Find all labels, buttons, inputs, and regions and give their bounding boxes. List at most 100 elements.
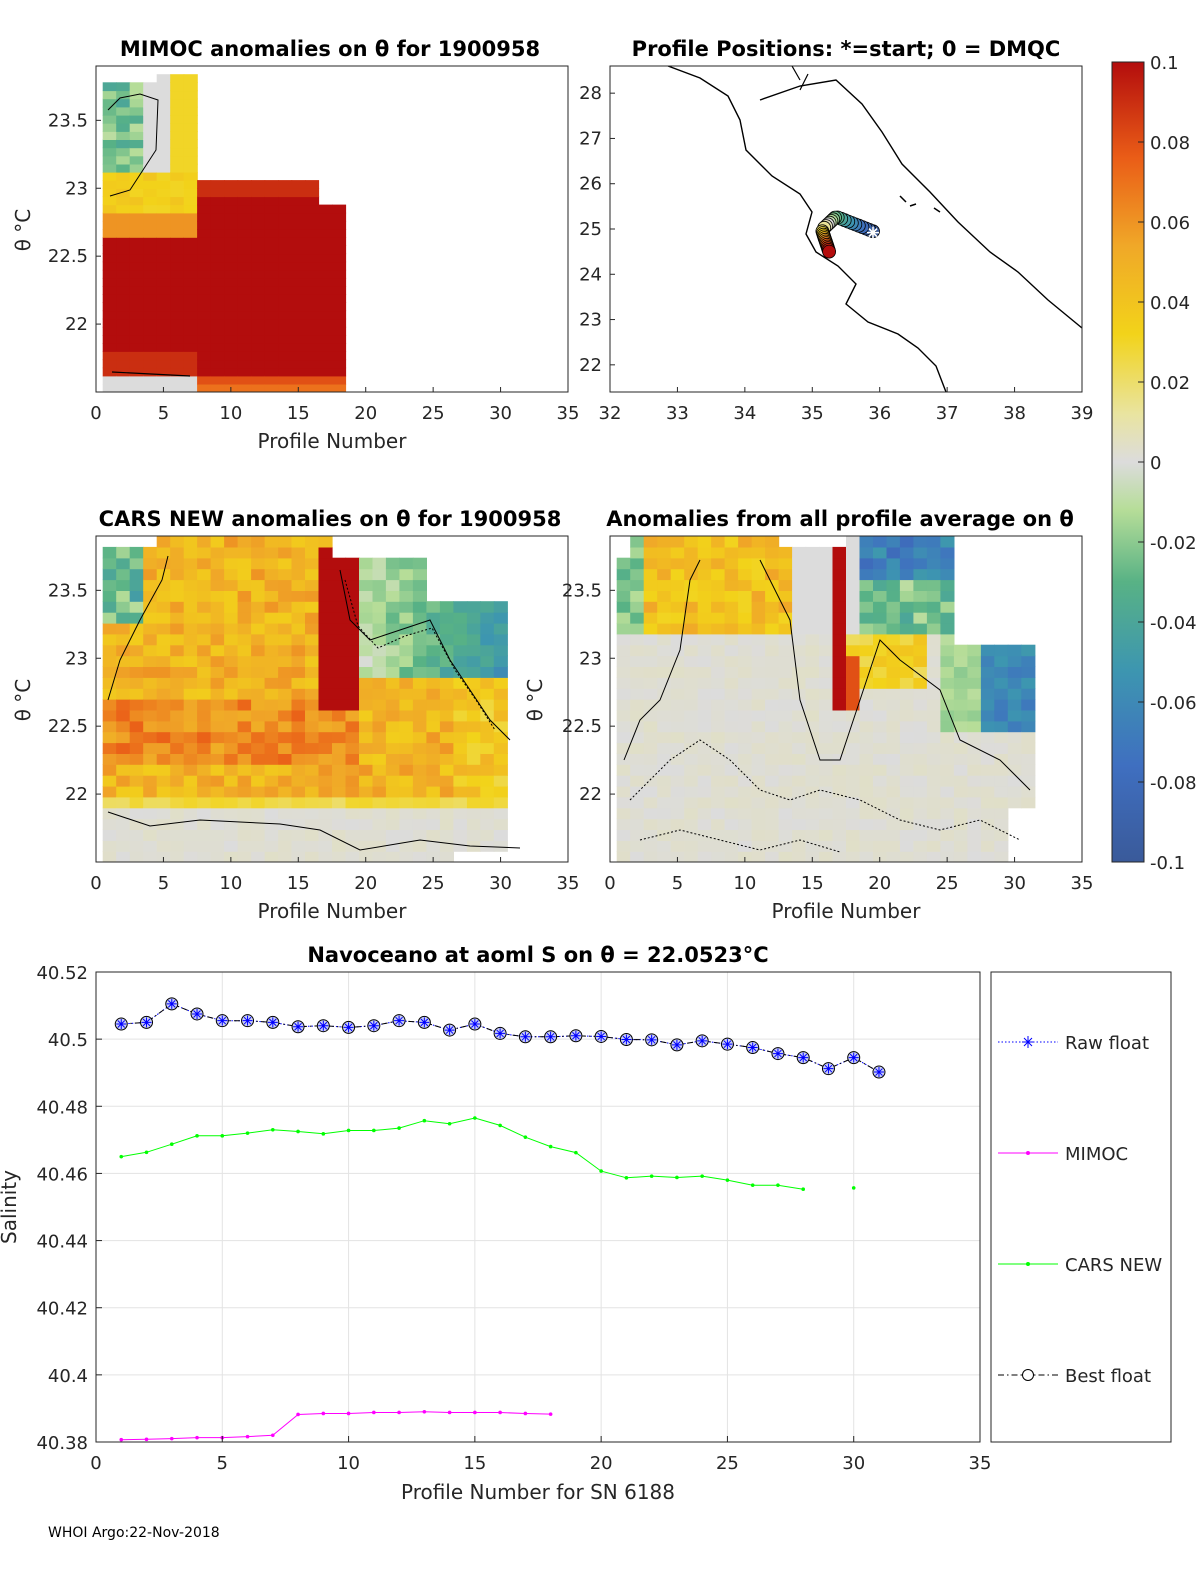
heat-cell bbox=[657, 688, 672, 700]
heat-cell bbox=[332, 796, 347, 809]
heat-cell bbox=[886, 829, 901, 841]
heat-cell bbox=[102, 114, 117, 124]
heat-cell bbox=[372, 666, 387, 678]
heat-cell bbox=[359, 807, 374, 820]
heat-cell bbox=[278, 196, 293, 206]
heat-cell bbox=[224, 644, 239, 657]
heat-cell bbox=[1007, 764, 1022, 776]
cars-ytick-label: 22.5 bbox=[48, 716, 88, 737]
heat-cell bbox=[724, 753, 739, 765]
heat-cell bbox=[197, 212, 212, 222]
heat-cell bbox=[224, 229, 239, 238]
heat-cell bbox=[466, 796, 481, 809]
heat-cell bbox=[385, 688, 400, 700]
heat-cell bbox=[183, 568, 198, 581]
heat-cell bbox=[197, 796, 212, 809]
heat-cell bbox=[657, 764, 672, 776]
heat-cell bbox=[873, 829, 888, 841]
heat-cell bbox=[643, 633, 658, 646]
heat-cell bbox=[426, 851, 441, 862]
heat-cell bbox=[210, 612, 225, 624]
heat-cell bbox=[724, 731, 739, 744]
heat-cell bbox=[738, 644, 753, 657]
heat-cell bbox=[399, 818, 414, 830]
heat-cell bbox=[278, 720, 293, 733]
heat-cell bbox=[466, 785, 481, 798]
heat-cell bbox=[899, 579, 914, 591]
heat-cell bbox=[237, 742, 252, 754]
heat-cell bbox=[724, 796, 739, 809]
mimoc-ytick-label: 22.5 bbox=[48, 246, 88, 267]
heat-cell bbox=[805, 807, 820, 820]
heat-cell bbox=[102, 351, 117, 361]
cars-ytick-label: 23 bbox=[65, 648, 88, 669]
heat-cell bbox=[278, 237, 293, 246]
heat-cell bbox=[183, 335, 198, 344]
heat-cell bbox=[210, 343, 225, 352]
heat-cell bbox=[805, 764, 820, 776]
heat-cell bbox=[224, 180, 239, 189]
heat-cell bbox=[630, 785, 645, 798]
heat-cell bbox=[439, 775, 454, 787]
heat-cell bbox=[819, 699, 834, 711]
heat-cell bbox=[859, 579, 874, 591]
heat-cell bbox=[143, 155, 158, 165]
heat-cell bbox=[616, 557, 631, 570]
heat-cell bbox=[926, 829, 941, 841]
heat-cell bbox=[129, 829, 144, 841]
heat-cell bbox=[210, 261, 225, 271]
heat-cell bbox=[116, 677, 131, 689]
heat-cell bbox=[278, 655, 293, 667]
heat-cell bbox=[711, 677, 726, 689]
heat-cell bbox=[697, 720, 712, 733]
heat-cell bbox=[466, 666, 481, 678]
heat-cell bbox=[846, 655, 861, 667]
heat-cell bbox=[129, 220, 144, 230]
heat-cell bbox=[738, 677, 753, 689]
heat-cell bbox=[143, 310, 158, 320]
heat-cell bbox=[210, 590, 225, 602]
heat-cell bbox=[143, 261, 158, 271]
heat-cell bbox=[846, 536, 861, 548]
mimoc-ytick-label: 22 bbox=[65, 314, 88, 335]
heat-cell bbox=[859, 840, 874, 852]
heat-cell bbox=[318, 286, 333, 295]
heat-cell bbox=[251, 343, 266, 352]
heat-cell bbox=[237, 245, 252, 255]
heat-cell bbox=[183, 229, 198, 238]
heat-cell bbox=[291, 742, 306, 754]
heat-cell bbox=[278, 229, 293, 238]
heat-cell bbox=[305, 829, 320, 841]
heat-cell bbox=[819, 753, 834, 765]
heat-cell bbox=[697, 688, 712, 700]
heat-cell bbox=[385, 796, 400, 809]
heat-cell bbox=[385, 840, 400, 852]
heat-cell bbox=[170, 383, 185, 392]
heat-cell bbox=[940, 851, 955, 862]
heat-cell bbox=[129, 644, 144, 657]
heat-cell bbox=[170, 147, 185, 157]
heat-cell bbox=[210, 633, 225, 646]
heat-cell bbox=[156, 343, 171, 352]
heat-cell bbox=[1007, 720, 1022, 733]
heat-cell bbox=[237, 261, 252, 271]
heat-cell bbox=[643, 829, 658, 841]
heat-cell bbox=[412, 579, 427, 591]
heat-cell bbox=[332, 677, 347, 689]
heat-cell bbox=[359, 818, 374, 830]
heat-cell bbox=[899, 568, 914, 581]
raw-float-marker bbox=[293, 1021, 304, 1032]
heat-cell bbox=[305, 237, 320, 246]
cars-new-point bbox=[271, 1127, 275, 1132]
heat-cell bbox=[197, 302, 212, 312]
heat-cell bbox=[264, 196, 279, 206]
heat-cell bbox=[305, 367, 320, 377]
heat-cell bbox=[237, 785, 252, 798]
heat-cell bbox=[251, 688, 266, 700]
heat-cell bbox=[616, 775, 631, 787]
heat-cell bbox=[264, 644, 279, 657]
heat-cell bbox=[129, 753, 144, 765]
heat-cell bbox=[102, 644, 117, 657]
colorbar-tick-label: 0.04 bbox=[1150, 293, 1190, 314]
